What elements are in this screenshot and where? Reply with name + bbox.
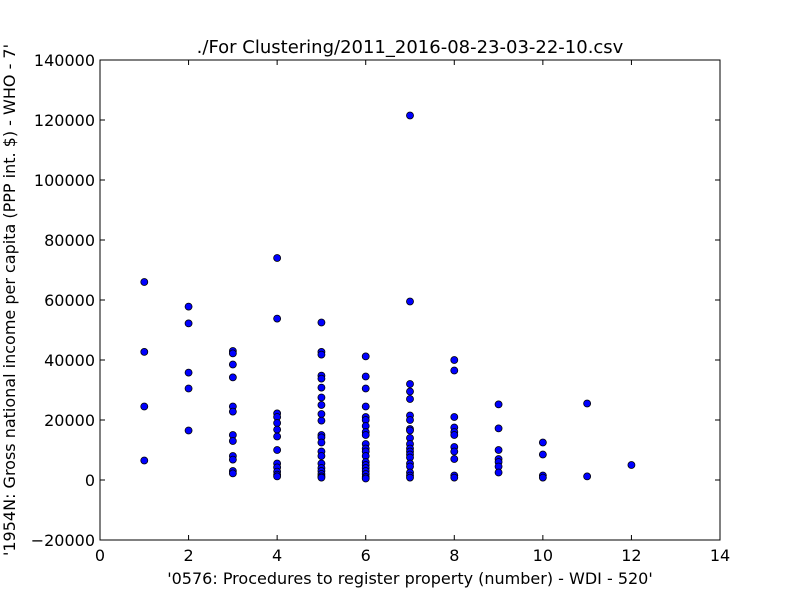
data-point bbox=[140, 278, 149, 286]
y-tick-label: 40000 bbox=[44, 351, 95, 370]
data-point bbox=[538, 438, 547, 447]
data-point bbox=[228, 469, 237, 478]
data-point bbox=[228, 455, 237, 464]
x-axis-label: '0576: Procedures to register property (… bbox=[167, 569, 653, 588]
y-tick-label: 0 bbox=[85, 471, 95, 490]
x-tick-label: 0 bbox=[95, 546, 105, 565]
data-point bbox=[450, 431, 459, 439]
data-point bbox=[494, 468, 503, 477]
data-point bbox=[273, 446, 282, 454]
y-tick-label: 20000 bbox=[44, 411, 95, 430]
data-point bbox=[273, 419, 282, 427]
data-point bbox=[140, 456, 149, 465]
points-layer bbox=[140, 111, 636, 483]
data-point bbox=[583, 399, 592, 408]
y-tick-label: 80000 bbox=[44, 231, 95, 250]
data-point bbox=[406, 387, 414, 396]
data-point bbox=[494, 424, 503, 433]
data-point bbox=[317, 401, 326, 409]
data-point bbox=[317, 416, 326, 425]
data-point bbox=[450, 455, 459, 463]
data-point bbox=[228, 437, 237, 445]
x-tick-label: 6 bbox=[361, 546, 371, 565]
x-tick-label: 2 bbox=[183, 546, 193, 565]
x-tick-label: 14 bbox=[710, 546, 730, 565]
data-point bbox=[406, 395, 414, 403]
data-point bbox=[273, 472, 282, 481]
data-point bbox=[361, 402, 370, 411]
data-point bbox=[228, 373, 237, 382]
y-tick-label: 140000 bbox=[34, 51, 95, 70]
data-point bbox=[273, 425, 282, 434]
x-tick-label: 4 bbox=[272, 546, 282, 565]
data-point bbox=[140, 402, 149, 411]
y-axis-label: '1954N: Gross national income per capita… bbox=[0, 44, 19, 556]
y-axis: −20000 0 20000 40000 60000 80000 100000 120000 1… bbox=[31, 51, 720, 550]
data-point bbox=[317, 393, 326, 402]
data-point bbox=[184, 426, 193, 435]
data-point bbox=[317, 350, 326, 359]
data-point bbox=[273, 254, 282, 262]
data-point bbox=[494, 446, 503, 454]
data-point bbox=[317, 374, 326, 383]
x-tick-label: 8 bbox=[449, 546, 459, 565]
data-point bbox=[406, 297, 414, 306]
data-point bbox=[450, 413, 459, 421]
y-tick-label: −20000 bbox=[31, 531, 95, 550]
data-point bbox=[184, 384, 193, 393]
x-tick-label: 12 bbox=[621, 546, 641, 565]
data-point bbox=[406, 473, 414, 482]
data-point bbox=[184, 302, 193, 311]
data-point bbox=[317, 318, 326, 327]
data-point bbox=[317, 438, 326, 447]
data-point bbox=[361, 474, 370, 483]
data-point bbox=[273, 314, 282, 323]
data-point bbox=[450, 447, 459, 456]
data-point bbox=[273, 432, 282, 441]
data-point bbox=[317, 383, 326, 392]
data-point bbox=[361, 372, 370, 381]
data-point bbox=[361, 352, 370, 361]
data-point bbox=[317, 410, 326, 418]
data-point bbox=[406, 426, 414, 435]
chart-title: ./For Clustering/2011_2016-08-23-03-22-1… bbox=[197, 37, 624, 58]
data-point bbox=[494, 400, 503, 409]
x-axis: 0 2 4 6 8 10 12 14 bbox=[95, 60, 730, 565]
data-point bbox=[406, 416, 414, 424]
data-point bbox=[406, 111, 414, 120]
data-point bbox=[184, 319, 193, 328]
data-point bbox=[627, 461, 636, 469]
data-point bbox=[228, 407, 237, 416]
data-point bbox=[228, 349, 237, 358]
x-tick-label: 10 bbox=[533, 546, 553, 565]
data-point bbox=[450, 473, 459, 482]
data-point bbox=[583, 472, 592, 481]
data-point bbox=[361, 431, 370, 439]
y-tick-label: 60000 bbox=[44, 291, 95, 310]
data-point bbox=[184, 368, 193, 377]
data-point bbox=[317, 452, 326, 460]
y-tick-label: 120000 bbox=[34, 111, 95, 130]
data-point bbox=[538, 450, 547, 459]
data-point bbox=[140, 347, 149, 356]
data-point bbox=[450, 366, 459, 375]
data-point bbox=[317, 473, 326, 482]
data-point bbox=[228, 360, 237, 369]
data-point bbox=[361, 384, 370, 393]
data-point bbox=[450, 356, 459, 364]
data-point bbox=[538, 473, 547, 482]
y-tick-label: 100000 bbox=[34, 171, 95, 190]
data-point bbox=[406, 380, 414, 388]
